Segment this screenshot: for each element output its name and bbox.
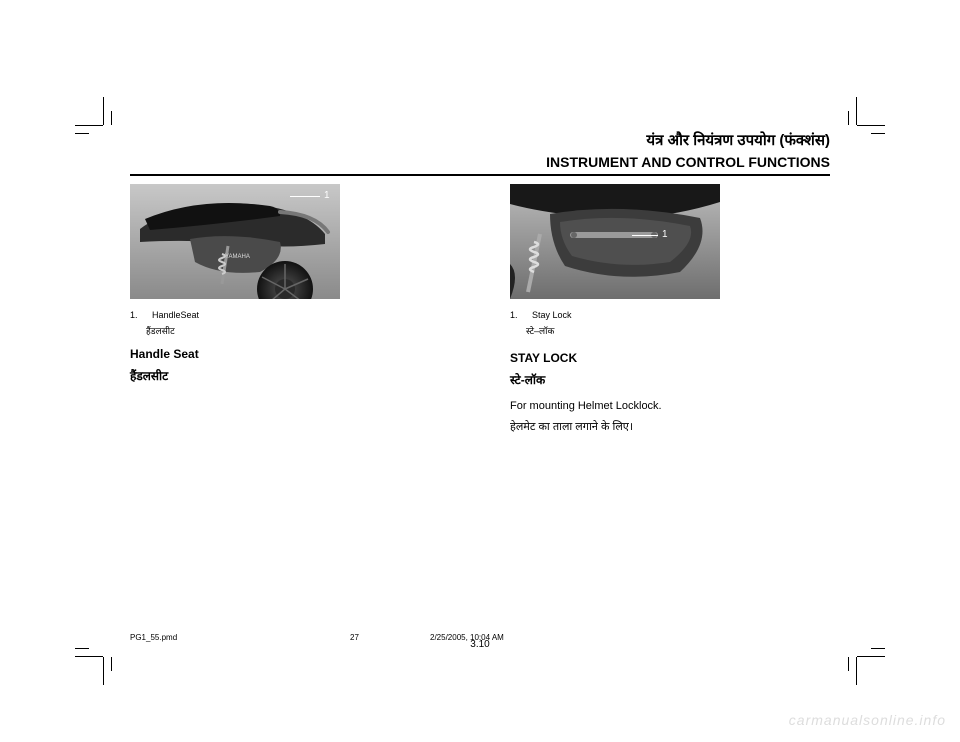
footer-timestamp: 2/25/2005, 10:04 AM — [430, 633, 830, 642]
page-title-english: INSTRUMENT AND CONTROL FUNCTIONS — [130, 154, 830, 170]
caption-english: Stay Lock — [532, 310, 572, 320]
callout-line — [632, 235, 658, 236]
stay-lock-illustration — [510, 184, 720, 299]
handle-seat-photo: YAMAHA 1 — [130, 184, 340, 299]
footer-filename: PG1_55.pmd — [130, 633, 350, 642]
title-rule — [130, 174, 830, 176]
section-title-hindi: हैंडलसीट — [130, 367, 450, 384]
page-title-hindi: यंत्र और नियंत्रण उपयोग (फंक्शंस) — [130, 130, 830, 150]
section-title-english: STAY LOCK — [510, 351, 830, 365]
caption-number: 1. — [130, 310, 138, 320]
caption-hindi: हैंडलसीट — [146, 324, 450, 337]
section-title-english: Handle Seat — [130, 347, 450, 361]
section-title-hindi: स्टे-लॉक — [510, 371, 830, 388]
callout-number: 1 — [324, 190, 330, 201]
content-columns: YAMAHA 1 1. HandleSeat हैंडलसीट Handle S… — [130, 184, 830, 435]
left-column: YAMAHA 1 1. HandleSeat हैंडलसीट Handle S… — [130, 184, 450, 435]
body-text-hindi: हेलमेट का ताला लगाने के लिए। — [510, 419, 830, 436]
watermark-text: carmanualsonline.info — [789, 712, 946, 728]
page-content: यंत्र और नियंत्रण उपयोग (फंक्शंस) INSTRU… — [130, 130, 830, 650]
body-text-english: For mounting Helmet Locklock. — [510, 398, 830, 415]
right-column: 1 1. Stay Lock स्टे–लॉक STAY LOCK स्टे-ल… — [510, 184, 830, 435]
caption-hindi: स्टे–लॉक — [526, 324, 830, 337]
left-caption: 1. HandleSeat — [130, 305, 450, 323]
handle-seat-illustration: YAMAHA — [130, 184, 340, 299]
stay-lock-photo: 1 — [510, 184, 720, 299]
right-caption: 1. Stay Lock — [510, 305, 830, 323]
print-footer: PG1_55.pmd 27 2/25/2005, 10:04 AM — [130, 633, 830, 642]
svg-text:YAMAHA: YAMAHA — [225, 254, 250, 260]
caption-english: HandleSeat — [152, 310, 199, 320]
callout-number: 1 — [662, 229, 668, 240]
caption-number: 1. — [510, 310, 518, 320]
callout-line — [290, 196, 320, 197]
footer-page: 27 — [350, 633, 430, 642]
